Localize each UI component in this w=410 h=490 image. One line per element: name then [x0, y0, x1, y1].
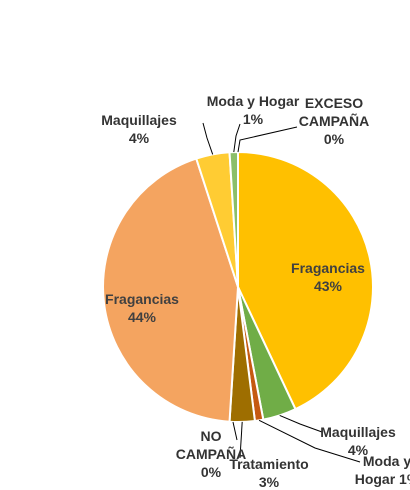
leader-maquillajes-no	[202, 122, 214, 155]
data-label-moda-no: Moda y Hogar 1%	[207, 93, 300, 127]
leader-moda-exceso	[258, 419, 361, 463]
leader-moda-no	[233, 123, 241, 153]
leader-exceso-campana	[237, 126, 298, 153]
leader-lines	[202, 122, 361, 463]
data-label-no-campana: NO CAMPAÑA 0%	[176, 428, 247, 480]
data-labels: Fragancias 43%Fragancias 44%Maquillajes 4%M…	[101, 93, 410, 490]
data-label-fragancias-exceso: Fragancias 43%	[291, 260, 365, 294]
data-label-fragancias-no: Fragancias 44%	[105, 291, 179, 325]
slices-layer	[102, 150, 374, 423]
leader-no-campana	[232, 421, 238, 441]
data-label-maquillajes-exceso: Maquillajes 4%	[320, 424, 396, 458]
pie-slice-4	[102, 157, 240, 423]
data-label-tratamiento: Tratamiento 3%	[229, 456, 308, 490]
data-label-exceso-campana: EXCESO CAMPAÑA 0%	[299, 95, 370, 147]
pie-slice-0	[237, 150, 374, 411]
leader-tratamiento	[239, 421, 243, 459]
leader-maquillajes-exceso	[279, 414, 323, 433]
data-label-maquillajes-no: Maquillajes 4%	[101, 112, 177, 146]
